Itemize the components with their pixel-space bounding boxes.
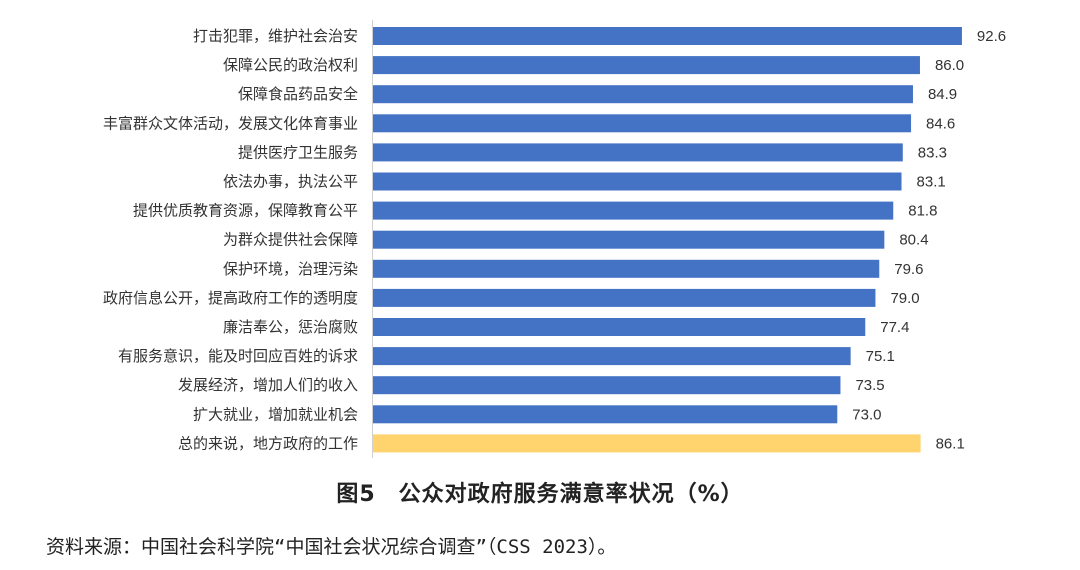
bar xyxy=(373,405,838,424)
category-label: 为群众提供社会保障 xyxy=(223,231,358,249)
bar xyxy=(373,288,876,307)
value-label: 92.6 xyxy=(977,28,1006,45)
value-label: 84.9 xyxy=(928,86,957,103)
bar-highlight xyxy=(373,434,921,453)
bar xyxy=(373,27,962,45)
bar xyxy=(373,259,880,278)
value-label: 84.6 xyxy=(926,115,955,132)
value-label: 75.1 xyxy=(866,348,895,365)
value-label: 77.4 xyxy=(880,319,909,336)
category-label: 总的来说，地方政府的工作 xyxy=(178,434,358,452)
category-label: 保障食品药品安全 xyxy=(238,85,358,103)
category-label: 有服务意识，能及时回应百姓的诉求 xyxy=(118,347,358,365)
bar xyxy=(373,85,913,104)
bar xyxy=(373,56,920,75)
value-label: 83.1 xyxy=(917,174,946,191)
bar xyxy=(373,201,894,220)
bar xyxy=(373,143,903,162)
category-label: 发展经济，增加人们的收入 xyxy=(178,376,358,394)
category-label: 保护环境，治理污染 xyxy=(223,260,358,278)
category-label: 扩大就业，增加就业机会 xyxy=(193,405,358,423)
source-note: 资料来源：中国社会科学院“中国社会状况综合调查”（CSS 2023）。 xyxy=(46,536,617,558)
value-label: 73.5 xyxy=(855,377,884,394)
bar-chart: 打击犯罪，维护社会治安 92.6 保障公民的政治权利 86.0 保障食品药品安全 84.9… xyxy=(103,20,1006,458)
value-label: 86.1 xyxy=(936,435,965,452)
category-label: 政府信息公开，提高政府工作的透明度 xyxy=(103,289,358,307)
category-label: 保障公民的政治权利 xyxy=(223,56,358,74)
bar xyxy=(373,172,902,191)
value-label: 81.8 xyxy=(908,203,937,220)
value-label: 73.0 xyxy=(852,406,881,423)
category-label: 依法办事，执法公平 xyxy=(223,173,358,191)
bar xyxy=(373,347,851,366)
bar xyxy=(373,318,866,336)
bar xyxy=(373,376,841,395)
category-label: 提供优质教育资源，保障教育公平 xyxy=(133,202,358,220)
bar xyxy=(373,230,885,249)
value-label: 79.0 xyxy=(890,290,919,307)
category-label: 打击犯罪，维护社会治安 xyxy=(193,27,358,45)
category-label: 提供医疗卫生服务 xyxy=(238,143,358,161)
category-label: 丰富群众文体活动，发展文化体育事业 xyxy=(103,114,358,132)
value-label: 86.0 xyxy=(935,57,964,74)
category-label: 廉洁奉公，惩治腐败 xyxy=(223,318,358,336)
figure-caption: 图5 公众对政府服务满意率状况（%） xyxy=(336,482,744,507)
bar xyxy=(373,114,912,133)
value-label: 79.6 xyxy=(894,261,923,278)
value-label: 83.3 xyxy=(918,144,947,161)
value-label: 80.4 xyxy=(899,232,928,249)
